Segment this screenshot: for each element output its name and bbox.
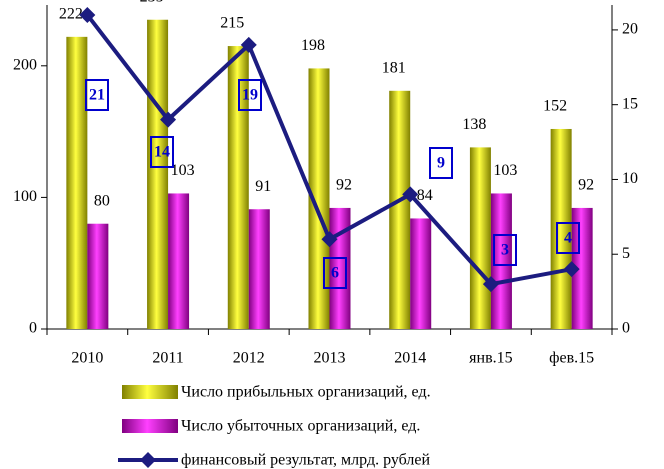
bar-value-label: 152 [543, 98, 567, 115]
bar-value-label: 222 [59, 6, 83, 23]
bar [147, 19, 169, 330]
y-tick-label: 0 [29, 320, 37, 337]
y-tick-label: 200 [13, 56, 37, 73]
x-tick-label: 2014 [394, 350, 426, 367]
bar [389, 90, 411, 329]
line-marker [160, 111, 177, 128]
y2-tick-label: 20 [622, 21, 638, 38]
line-value-label: 19 [242, 87, 258, 104]
line-value-label: 9 [437, 155, 445, 172]
line-marker [240, 36, 257, 53]
bar [168, 193, 190, 329]
y2-tick-label: 15 [622, 95, 638, 112]
line-marker [402, 186, 419, 203]
legend-swatch [122, 385, 178, 399]
bar [248, 209, 270, 329]
line-value-label: 4 [564, 230, 572, 247]
x-tick-label: 2010 [71, 350, 103, 367]
x-tick-label: 2013 [314, 350, 346, 367]
legend-label: Число убыточных организаций, ед. [181, 418, 420, 435]
y2-tick-label: 5 [622, 245, 630, 262]
bar-value-label: 235 [140, 0, 164, 5]
y2-tick-label: 10 [622, 170, 638, 187]
x-tick-label: 2012 [233, 350, 265, 367]
x-tick-label: 2011 [152, 350, 183, 367]
bar-value-label: 198 [301, 37, 325, 54]
bar [410, 218, 432, 329]
line-value-box [556, 222, 580, 254]
bar-value-label: 92 [578, 177, 594, 194]
line-marker [563, 261, 580, 278]
bar [490, 193, 512, 329]
legend-label: финансовый результат, млрд. рублей [181, 452, 430, 469]
x-tick-label: янв.15 [469, 350, 512, 367]
legend-label: Число прибыльных организаций, ед. [181, 384, 431, 401]
bar-value-label: 215 [220, 15, 244, 32]
line-value-box [238, 79, 262, 111]
line-marker [79, 6, 96, 23]
bar-value-label: 138 [462, 116, 486, 133]
x-tick-label: фев.15 [549, 350, 594, 367]
y2-tick-label: 0 [622, 320, 630, 337]
bar-value-label: 80 [94, 192, 110, 209]
bar [469, 147, 491, 329]
bar [571, 207, 593, 329]
line-value-label: 14 [154, 144, 170, 161]
line-value-box [85, 79, 109, 111]
line-value-label: 21 [89, 87, 105, 104]
bar-value-label: 103 [493, 162, 517, 179]
bar-value-label: 92 [336, 177, 352, 194]
line-marker [482, 276, 499, 293]
bar-value-label: 84 [417, 187, 433, 204]
line-value-box [323, 257, 347, 289]
bar-value-label: 91 [255, 178, 271, 195]
bar [66, 36, 88, 330]
line-value-box [493, 234, 517, 266]
legend-marker [140, 452, 156, 468]
line-marker [321, 231, 338, 248]
legend-swatch [122, 419, 178, 433]
bar [87, 223, 109, 329]
bar [550, 128, 572, 329]
line-value-label: 6 [331, 265, 339, 282]
bar-value-label: 103 [171, 162, 195, 179]
line-value-box [429, 147, 453, 179]
bar [227, 46, 249, 330]
y-tick-label: 100 [13, 188, 37, 205]
line-value-label: 3 [501, 242, 509, 259]
bar-value-label: 181 [382, 59, 406, 76]
line-value-box [150, 136, 174, 168]
